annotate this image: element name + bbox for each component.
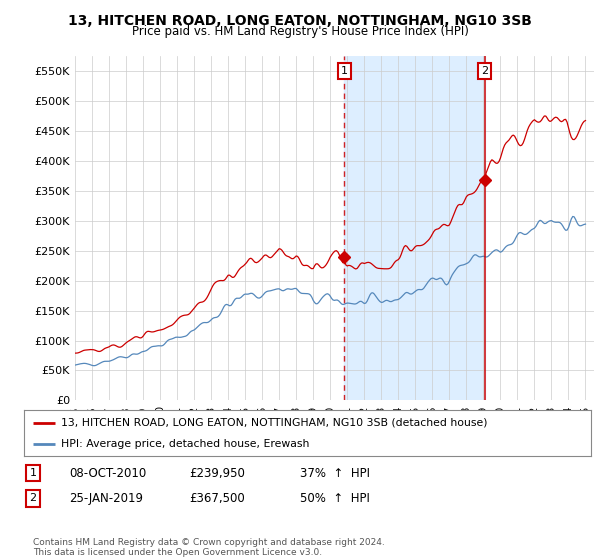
Text: Price paid vs. HM Land Registry's House Price Index (HPI): Price paid vs. HM Land Registry's House … — [131, 25, 469, 38]
Text: 37%  ↑  HPI: 37% ↑ HPI — [300, 466, 370, 480]
Text: 1: 1 — [341, 66, 348, 76]
Text: 2: 2 — [29, 493, 37, 503]
Text: HPI: Average price, detached house, Erewash: HPI: Average price, detached house, Erew… — [61, 439, 309, 449]
Text: 1: 1 — [29, 468, 37, 478]
Text: Contains HM Land Registry data © Crown copyright and database right 2024.
This d: Contains HM Land Registry data © Crown c… — [33, 538, 385, 557]
Bar — [344, 56, 485, 400]
Text: 08-OCT-2010: 08-OCT-2010 — [69, 466, 146, 480]
Text: 13, HITCHEN ROAD, LONG EATON, NOTTINGHAM, NG10 3SB: 13, HITCHEN ROAD, LONG EATON, NOTTINGHAM… — [68, 14, 532, 28]
Text: 13, HITCHEN ROAD, LONG EATON, NOTTINGHAM, NG10 3SB (detached house): 13, HITCHEN ROAD, LONG EATON, NOTTINGHAM… — [61, 418, 487, 428]
Text: 2: 2 — [481, 66, 488, 76]
Text: £367,500: £367,500 — [189, 492, 245, 505]
Text: 50%  ↑  HPI: 50% ↑ HPI — [300, 492, 370, 505]
Text: £239,950: £239,950 — [189, 466, 245, 480]
Text: 25-JAN-2019: 25-JAN-2019 — [69, 492, 143, 505]
